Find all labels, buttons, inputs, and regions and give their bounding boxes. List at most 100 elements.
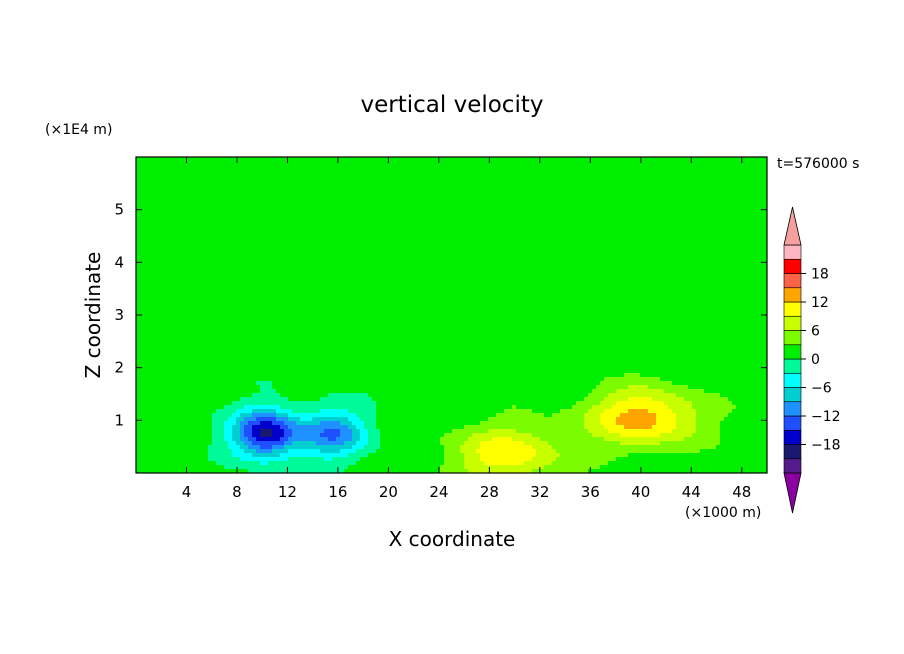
- field-cell: [136, 193, 141, 198]
- field-cell: [248, 245, 253, 250]
- field-cell: [444, 249, 449, 254]
- field-cell: [588, 193, 593, 198]
- field-cell: [280, 253, 285, 258]
- field-cell: [244, 161, 249, 166]
- field-cell: [320, 185, 325, 190]
- field-cell: [184, 265, 189, 270]
- field-cell: [264, 201, 269, 206]
- field-cell: [208, 241, 213, 246]
- field-cell: [652, 201, 657, 206]
- field-cell: [472, 181, 477, 186]
- field-cell: [352, 249, 357, 254]
- field-cell: [524, 257, 529, 262]
- field-cell: [352, 217, 357, 222]
- field-cell: [200, 249, 205, 254]
- field-cell: [444, 257, 449, 262]
- field-cell: [284, 189, 289, 194]
- field-cell: [264, 233, 269, 238]
- field-cell: [408, 189, 413, 194]
- field-cell: [424, 197, 429, 202]
- field-cell: [212, 249, 217, 254]
- field-cell: [576, 181, 581, 186]
- field-cell: [388, 265, 393, 270]
- field-cell: [332, 241, 337, 246]
- field-cell: [304, 201, 309, 206]
- field-cell: [508, 181, 513, 186]
- field-cell: [416, 265, 421, 270]
- field-cell: [480, 193, 485, 198]
- field-cell: [328, 277, 333, 282]
- field-cell: [556, 245, 561, 250]
- field-cell: [672, 165, 677, 170]
- field-cell: [672, 201, 677, 206]
- field-cell: [428, 233, 433, 238]
- field-cell: [516, 261, 521, 266]
- field-cell: [480, 185, 485, 190]
- field-cell: [656, 173, 661, 178]
- field-cell: [348, 261, 353, 266]
- field-cell: [608, 269, 613, 274]
- field-cell: [252, 253, 257, 258]
- field-cell: [368, 257, 373, 262]
- field-cell: [328, 161, 333, 166]
- field-cell: [224, 185, 229, 190]
- field-cell: [444, 213, 449, 218]
- field-cell: [172, 173, 177, 178]
- field-cell: [720, 157, 725, 162]
- field-cell: [512, 233, 517, 238]
- field-cell: [580, 193, 585, 198]
- field-cell: [332, 189, 337, 194]
- field-cell: [332, 173, 337, 178]
- field-cell: [640, 257, 645, 262]
- field-cell: [676, 237, 681, 242]
- field-cell: [548, 245, 553, 250]
- field-cell: [140, 201, 145, 206]
- field-cell: [668, 217, 673, 222]
- field-cell: [236, 197, 241, 202]
- field-cell: [428, 253, 433, 258]
- field-cell: [364, 209, 369, 214]
- field-cell: [196, 237, 201, 242]
- field-cell: [592, 253, 597, 258]
- field-cell: [400, 157, 405, 162]
- field-cell: [248, 257, 253, 262]
- field-cell: [312, 233, 317, 238]
- field-cell: [324, 237, 329, 242]
- field-cell: [436, 169, 441, 174]
- field-cell: [616, 273, 621, 278]
- field-cell: [192, 277, 197, 282]
- field-cell: [508, 185, 513, 190]
- field-cell: [616, 277, 621, 282]
- field-cell: [460, 233, 465, 238]
- field-cell: [212, 169, 217, 174]
- field-cell: [668, 185, 673, 190]
- field-cell: [480, 233, 485, 238]
- field-cell: [332, 237, 337, 242]
- field-cell: [456, 277, 461, 282]
- field-cell: [588, 273, 593, 278]
- field-cell: [556, 229, 561, 234]
- field-cell: [424, 177, 429, 182]
- field-cell: [720, 221, 725, 226]
- field-cell: [244, 261, 249, 266]
- field-cell: [384, 201, 389, 206]
- field-cell: [616, 253, 621, 258]
- field-cell: [732, 257, 737, 262]
- field-cell: [400, 273, 405, 278]
- field-cell: [220, 253, 225, 258]
- field-cell: [632, 201, 637, 206]
- field-cell: [280, 181, 285, 186]
- field-cell: [376, 273, 381, 278]
- field-cell: [632, 221, 637, 226]
- field-cell: [444, 269, 449, 274]
- field-cell: [744, 173, 749, 178]
- field-cell: [300, 281, 305, 286]
- field-cell: [148, 273, 153, 278]
- field-cell: [136, 201, 141, 206]
- field-cell: [372, 169, 377, 174]
- field-cell: [564, 165, 569, 170]
- field-cell: [368, 249, 373, 254]
- field-cell: [160, 249, 165, 254]
- field-cell: [520, 193, 525, 198]
- field-cell: [412, 277, 417, 282]
